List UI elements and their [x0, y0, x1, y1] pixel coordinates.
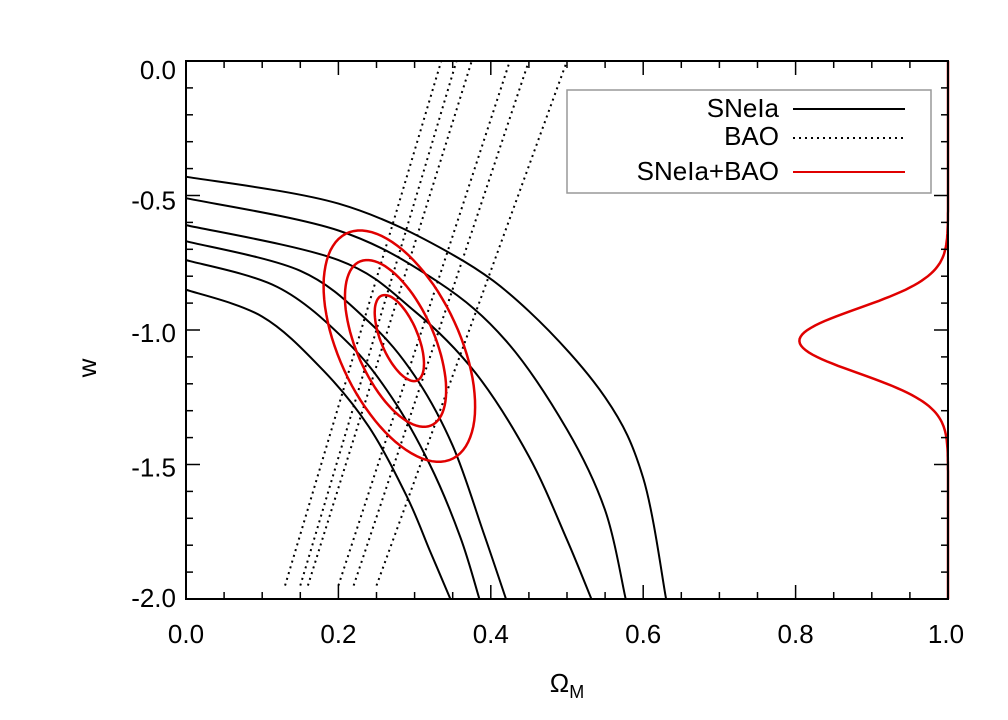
- x-tick-label: 0.4: [473, 619, 509, 649]
- x-axis-title-subscript: M: [569, 682, 584, 702]
- legend-label-combined: SNeIa+BAO: [637, 156, 779, 186]
- x-tick-label: 0.0: [168, 619, 204, 649]
- sneia-contour-curve: [185, 288, 452, 600]
- x-axis-tick-labels: 0.0 0.2 0.4 0.6 0.8 1.0: [168, 619, 964, 649]
- bao-contour-line: [337, 60, 511, 586]
- y-axis-tick-labels: 0.0 -0.5 -1.0 -1.5 -2.0: [131, 55, 176, 613]
- combined-contour: [322, 229, 477, 463]
- sneia-contour-curve: [185, 259, 481, 600]
- combined-contour: [343, 258, 448, 429]
- sneia-contour-curve: [185, 224, 593, 600]
- combined-contour: [373, 293, 426, 383]
- x-tick-label: 0.2: [320, 619, 356, 649]
- x-axis-title-symbol: Ω: [550, 668, 569, 698]
- x-tick-label: 0.8: [778, 619, 814, 649]
- x-tick-label: 0.6: [625, 619, 661, 649]
- sneia-contour-curve: [185, 175, 668, 600]
- legend-label-bao: BAO: [724, 121, 779, 151]
- bao-contour-line: [284, 60, 443, 586]
- y-axis-title: w: [72, 358, 102, 378]
- y-tick-label: -0.5: [131, 186, 176, 216]
- y-tick-label: -1.5: [131, 453, 176, 483]
- y-tick-label: -1.0: [131, 318, 176, 348]
- combined-constraint-contours: [322, 229, 477, 463]
- y-tick-label: 0.0: [140, 55, 176, 85]
- bao-contour-line: [299, 60, 458, 586]
- sne-constraint-curves: [185, 175, 668, 600]
- bao-contour-line: [352, 60, 530, 586]
- x-axis-title: ΩM: [550, 668, 584, 702]
- x-tick-label: 1.0: [928, 619, 964, 649]
- axis-ticks: [185, 60, 949, 600]
- legend-label-sneia: SNeIa: [707, 93, 780, 123]
- legend-box: [566, 89, 932, 194]
- legend: SNeIa BAO SNeIa+BAO: [566, 89, 932, 194]
- bao-contour-line: [375, 60, 568, 586]
- sneia-contour-curve: [185, 240, 507, 600]
- bao-contour-line: [306, 60, 473, 586]
- sneia-contour-curve: [185, 197, 627, 600]
- y-tick-label: -2.0: [131, 583, 176, 613]
- bao-constraint-lines: [284, 60, 568, 586]
